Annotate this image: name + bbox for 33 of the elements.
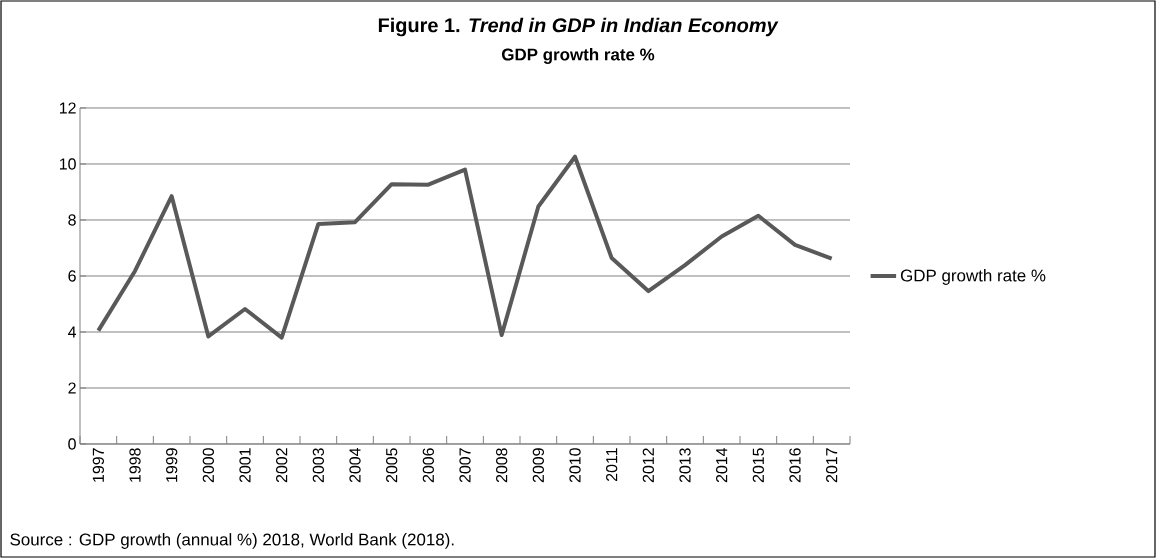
x-tick-label: 2008 bbox=[496, 448, 508, 483]
x-tick-label: 2010 bbox=[569, 448, 581, 483]
x-tick-label: 2014 bbox=[716, 447, 728, 483]
chart-title: Figure 1. Trend in GDP in Indian Economy bbox=[378, 17, 779, 37]
x-tick-label: 2003 bbox=[312, 448, 324, 483]
y-tick-label: 0 bbox=[68, 438, 76, 450]
chart-subtitle: GDP growth rate % bbox=[502, 48, 655, 64]
y-tick-label: 4 bbox=[67, 326, 77, 338]
y-tick-label: 10 bbox=[59, 158, 76, 170]
x-tick-label: 2017 bbox=[826, 448, 838, 483]
x-tick-label: 2013 bbox=[679, 448, 691, 483]
x-tick-label: 2007 bbox=[459, 448, 471, 483]
x-tick-label: 1998 bbox=[129, 448, 141, 482]
y-tick-label: 12 bbox=[59, 102, 76, 114]
x-tick-label: 1999 bbox=[166, 448, 178, 482]
x-tick-label: 2016 bbox=[789, 448, 801, 483]
x-tick-label: 2011 bbox=[606, 448, 618, 481]
x-tick-label: 2004 bbox=[349, 447, 361, 483]
legend-label: GDP growth rate % bbox=[900, 269, 1046, 285]
line-series bbox=[96, 154, 834, 340]
x-tick-label: 2009 bbox=[532, 448, 544, 483]
x-tick-label: 2015 bbox=[752, 448, 764, 483]
source-note: Source : GDP growth (annual %) 2018, World Bank (2018). bbox=[10, 533, 454, 549]
x-tick-label: 2001 bbox=[239, 448, 251, 483]
x-tick-label: 2002 bbox=[276, 448, 288, 483]
x-tick-label: 2006 bbox=[422, 448, 434, 483]
x-tick-label: 2005 bbox=[386, 448, 398, 483]
y-tick-label: 2 bbox=[68, 382, 76, 394]
x-tick-label: 2012 bbox=[642, 448, 654, 483]
y-tick-label: 6 bbox=[68, 270, 76, 282]
x-tick-label: 2000 bbox=[202, 448, 214, 483]
y-tick-label: 8 bbox=[68, 214, 76, 226]
x-tick-label: 1997 bbox=[92, 448, 104, 482]
